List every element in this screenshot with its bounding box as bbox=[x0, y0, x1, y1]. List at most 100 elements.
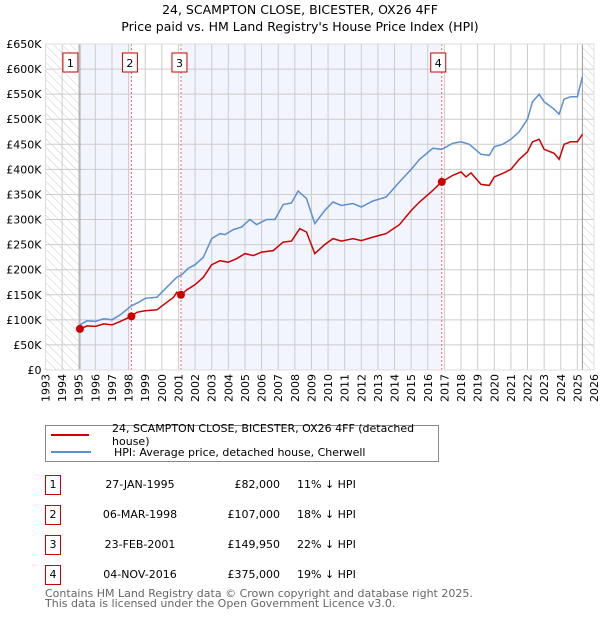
line-chart: 1993 1994 1995 1996 1997 1998 1999 2000 2001 2002… bbox=[6, 38, 600, 402]
sale-label: 4 bbox=[435, 57, 442, 70]
x-tick-label: 2020 bbox=[488, 374, 501, 402]
owned-period-shade bbox=[79, 44, 132, 370]
x-tick-label: 2005 bbox=[239, 374, 252, 402]
legend-item-property: 24, SCAMPTON CLOSE, BICESTER, OX26 4FF (… bbox=[46, 422, 438, 448]
footer-line: This data is licensed under the Open Gov… bbox=[45, 597, 396, 610]
x-tick-label: 2004 bbox=[222, 374, 235, 402]
x-tick-label: 2001 bbox=[172, 374, 185, 402]
x-tick-label: 1996 bbox=[89, 374, 102, 402]
y-tick-label: £600K bbox=[6, 63, 42, 76]
legend-label: HPI: Average price, detached house, Cher… bbox=[114, 445, 366, 459]
sale-price: £107,000 bbox=[227, 508, 281, 521]
x-tick-label: 2018 bbox=[455, 374, 468, 402]
chart-subtitle: Price paid vs. HM Land Registry's House … bbox=[121, 19, 479, 34]
x-tick-label: 1998 bbox=[123, 374, 136, 402]
sale-label-box bbox=[430, 52, 447, 73]
x-tick-label: 1999 bbox=[139, 374, 152, 402]
legend-swatch-red bbox=[51, 434, 90, 436]
property-price-line bbox=[79, 133, 584, 330]
sale-point bbox=[437, 177, 446, 186]
sale-date: 23-FEB-2001 bbox=[104, 538, 176, 551]
sale-number: 1 bbox=[45, 475, 61, 495]
sale-label: 3 bbox=[176, 57, 183, 70]
y-tick-label: £500K bbox=[6, 113, 42, 126]
y-tick-label: £550K bbox=[6, 88, 42, 101]
sale-label-box bbox=[171, 52, 188, 73]
x-tick-label: 2002 bbox=[189, 374, 202, 402]
y-tick-label: £300K bbox=[6, 214, 42, 227]
sale-label-box bbox=[121, 52, 138, 73]
x-tick-label: 1995 bbox=[73, 374, 86, 402]
no-data-hatch-right bbox=[582, 44, 594, 370]
x-tick-label: 1997 bbox=[106, 374, 119, 402]
sale-number: 4 bbox=[45, 565, 61, 585]
footer: Contains HM Land Registry data © Crown c… bbox=[45, 587, 473, 610]
x-tick-label: 2023 bbox=[538, 374, 551, 402]
y-tick-label: £50K bbox=[13, 339, 42, 352]
sale-number: 3 bbox=[45, 535, 61, 555]
sale-price: £149,950 bbox=[227, 538, 281, 551]
sale-number: 2 bbox=[45, 505, 61, 525]
x-tick-label: 1994 bbox=[56, 374, 69, 402]
sale-hpi-diff: 22% ↓ HPI bbox=[297, 538, 356, 551]
sale-price: £82,000 bbox=[234, 478, 281, 491]
sale-hpi-diff: 18% ↓ HPI bbox=[297, 508, 356, 521]
legend-label: 24, SCAMPTON CLOSE, BICESTER, OX26 4FF (… bbox=[112, 422, 415, 448]
legend-swatch-blue bbox=[51, 451, 91, 453]
x-tick-label: 2016 bbox=[422, 374, 435, 402]
sale-hpi-diff: 11% ↓ HPI bbox=[297, 478, 356, 491]
legend-item-hpi: HPI: Average price, detached house, Cher… bbox=[46, 444, 365, 460]
sale-row: 4 04-NOV-2016 £375,000 19% ↓ HPI bbox=[45, 565, 445, 585]
x-tick-label: 2013 bbox=[372, 374, 385, 402]
sale-point bbox=[176, 290, 185, 299]
x-tick-label: 2010 bbox=[322, 374, 335, 402]
sale-point bbox=[127, 312, 136, 321]
x-tick-label: 2009 bbox=[305, 374, 318, 402]
y-tick-label: £650K bbox=[6, 38, 42, 51]
y-tick-label: £150K bbox=[6, 289, 42, 302]
sale-row: 1 27-JAN-1995 £82,000 11% ↓ HPI bbox=[45, 475, 445, 495]
sale-price: £375,000 bbox=[227, 568, 281, 581]
y-tick-label: £400K bbox=[6, 163, 42, 176]
y-tick-label: £250K bbox=[6, 239, 42, 252]
sale-label-box bbox=[62, 52, 79, 73]
x-tick-label: 2025 bbox=[571, 374, 584, 402]
x-tick-label: 2003 bbox=[206, 374, 219, 402]
sale-date: 06-MAR-1998 bbox=[102, 508, 178, 521]
chart-title: 24, SCAMPTON CLOSE, BICESTER, OX26 4FF bbox=[162, 2, 438, 17]
x-tick-label: 2019 bbox=[472, 374, 485, 402]
x-tick-label: 2011 bbox=[339, 374, 352, 402]
sale-row: 3 23-FEB-2001 £149,950 22% ↓ HPI bbox=[45, 535, 445, 555]
sale-label: 1 bbox=[67, 57, 74, 70]
sale-label: 2 bbox=[126, 57, 133, 70]
plot-border bbox=[45, 43, 595, 371]
y-tick-label: £200K bbox=[6, 264, 42, 277]
y-tick-label: £100K bbox=[6, 314, 42, 327]
x-tick-label: 2022 bbox=[522, 374, 535, 402]
x-tick-label: 2012 bbox=[355, 374, 368, 402]
x-tick-label: 2000 bbox=[156, 374, 169, 402]
x-tick-label: 2026 bbox=[588, 374, 600, 402]
legend: 24, SCAMPTON CLOSE, BICESTER, OX26 4FF (… bbox=[45, 422, 439, 462]
x-tick-label: 2006 bbox=[256, 374, 269, 402]
y-tick-label: £450K bbox=[6, 138, 42, 151]
x-tick-label: 2008 bbox=[289, 374, 302, 402]
footer-line: Contains HM Land Registry data © Crown c… bbox=[45, 587, 473, 600]
sale-hpi-diff: 19% ↓ HPI bbox=[297, 568, 356, 581]
x-tick-label: 2021 bbox=[505, 374, 518, 402]
x-tick-label: 2024 bbox=[555, 374, 568, 402]
x-tick-label: 2017 bbox=[438, 374, 451, 402]
sale-date: 04-NOV-2016 bbox=[103, 568, 177, 581]
sale-row: 2 06-MAR-1998 £107,000 18% ↓ HPI bbox=[45, 505, 445, 525]
x-tick-label: 2015 bbox=[405, 374, 418, 402]
y-tick-label: £350K bbox=[6, 188, 42, 201]
x-tick-label: 1993 bbox=[40, 374, 53, 402]
y-tick-label: £0 bbox=[28, 364, 42, 377]
hpi-line bbox=[79, 76, 584, 326]
x-tick-label: 2014 bbox=[389, 374, 402, 402]
sale-point bbox=[75, 324, 84, 333]
no-data-hatch-left bbox=[45, 44, 80, 370]
sale-date: 27-JAN-1995 bbox=[105, 478, 175, 491]
x-tick-label: 2007 bbox=[272, 374, 285, 402]
